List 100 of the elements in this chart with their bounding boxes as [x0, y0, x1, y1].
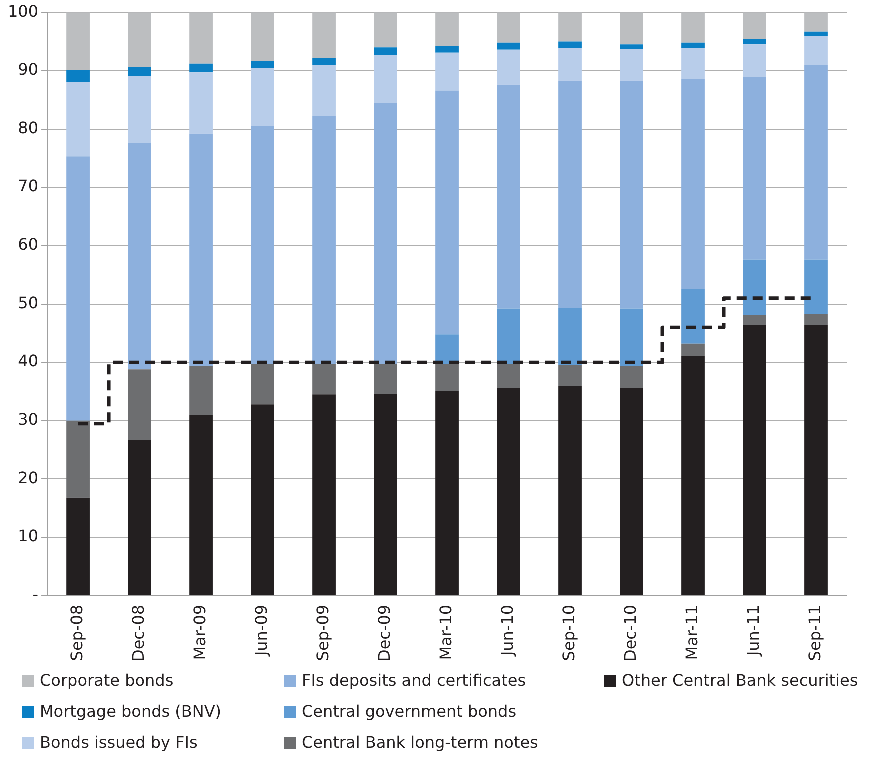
x-tick-label: Jun-09 [252, 604, 271, 658]
bar [620, 12, 644, 45]
bar [743, 39, 766, 45]
bar [251, 364, 274, 405]
bar [743, 77, 766, 260]
bar [374, 55, 398, 104]
bar [251, 126, 274, 364]
bar [66, 82, 90, 157]
bar [743, 260, 766, 316]
y-tick-label: 60 [18, 235, 39, 254]
bar [804, 65, 828, 260]
bar [497, 50, 520, 85]
bar [312, 394, 336, 596]
bar [374, 12, 398, 48]
bar [558, 42, 582, 48]
bar [251, 61, 274, 68]
bar [682, 356, 705, 596]
bar [558, 386, 582, 596]
bar [436, 90, 459, 335]
bar [682, 289, 705, 344]
x-tick-label: Jun-10 [498, 604, 517, 658]
bar [374, 364, 398, 394]
bar [312, 12, 336, 58]
bar [620, 388, 644, 596]
bar [374, 103, 398, 364]
x-tick-label: Sep-11 [805, 604, 824, 662]
bar [804, 260, 828, 314]
bar [682, 42, 705, 48]
bar [436, 52, 459, 91]
bar [682, 344, 705, 356]
y-tick-label: - [32, 585, 39, 604]
bar [190, 134, 213, 366]
bar [190, 415, 213, 596]
bar [743, 325, 766, 596]
bar [436, 46, 459, 53]
bar [128, 67, 152, 76]
bar [66, 70, 90, 82]
bar [682, 12, 705, 43]
x-tick-label: Sep-08 [67, 604, 86, 662]
legend-label: Corporate bonds [40, 671, 174, 690]
bar [436, 364, 459, 392]
y-tick-label: 20 [18, 468, 39, 488]
x-tick-label: Dec-09 [374, 604, 394, 662]
bar [620, 44, 644, 50]
bar [128, 370, 152, 440]
y-tick-label: 50 [18, 293, 39, 312]
bar [66, 498, 90, 596]
bar [620, 308, 644, 366]
legend-label: Bonds issued by FIs [40, 733, 198, 752]
bar [620, 80, 644, 309]
bar [312, 116, 336, 364]
bar [804, 325, 828, 596]
y-tick-label: 70 [18, 176, 39, 196]
bar [497, 84, 520, 309]
bar [128, 12, 152, 68]
bar [436, 391, 459, 596]
bar [558, 366, 582, 386]
bar [497, 308, 520, 364]
bar [804, 12, 828, 32]
bar [436, 334, 459, 364]
bar [558, 48, 582, 81]
x-tick-label: Jun-11 [744, 604, 763, 658]
bar [682, 79, 705, 290]
bar [743, 315, 766, 326]
bar [620, 366, 644, 388]
bar [558, 80, 582, 308]
bar [312, 364, 336, 395]
bar [312, 65, 336, 116]
bar [804, 36, 828, 66]
bar [66, 156, 90, 421]
bar [128, 440, 152, 596]
y-tick-label: 90 [18, 60, 39, 80]
bar [312, 58, 336, 66]
y-tick-label: 100 [8, 2, 39, 21]
bar [251, 404, 274, 596]
x-tick-label: Sep-09 [313, 604, 332, 662]
bar [190, 64, 213, 73]
bar [497, 12, 520, 43]
legend-label: Mortgage bonds (BNV) [40, 702, 222, 721]
bar [251, 12, 274, 62]
x-tick-label: Dec-10 [620, 604, 640, 662]
legend-label: Central government bonds [302, 702, 517, 721]
bar [558, 308, 582, 366]
x-tick-label: Dec-08 [128, 604, 148, 662]
bar [497, 364, 520, 388]
bar [558, 12, 582, 42]
bar [128, 143, 152, 370]
bar [66, 420, 90, 498]
bar [497, 388, 520, 596]
y-tick-label: 80 [18, 118, 39, 138]
bar [66, 12, 90, 70]
bar [128, 76, 152, 144]
legend-label: Central Bank long-term notes [302, 733, 538, 752]
bar [743, 44, 766, 78]
legend-label: Other Central Bank securities [622, 671, 858, 690]
bar [436, 12, 459, 46]
bar [190, 72, 213, 134]
bar [804, 32, 828, 37]
x-tick-label: Sep-10 [559, 604, 578, 662]
bar [190, 12, 213, 64]
